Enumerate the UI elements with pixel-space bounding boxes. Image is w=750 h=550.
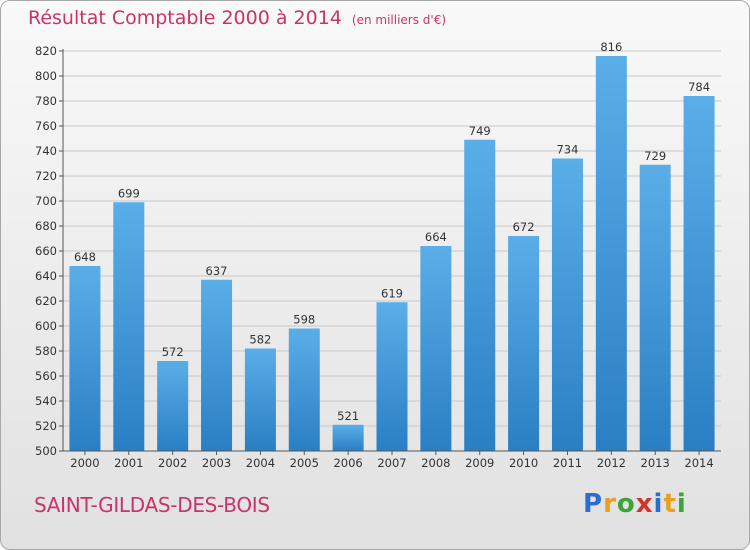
- x-tick-label: 2013: [641, 456, 670, 470]
- x-tick-label: 2008: [421, 456, 450, 470]
- y-tick-label: 740: [35, 144, 57, 158]
- bar: [683, 96, 715, 451]
- bar: [244, 348, 276, 451]
- logo-letter: x: [635, 489, 654, 519]
- chart-subtitle: (en milliers d'€): [351, 13, 447, 27]
- data-label: 664: [425, 230, 447, 244]
- data-label: 749: [469, 124, 491, 138]
- y-tick-label: 580: [35, 344, 57, 358]
- data-label: 648: [74, 250, 96, 264]
- logo-letter: t: [663, 489, 677, 519]
- bar: [551, 158, 583, 451]
- bar: [376, 302, 408, 451]
- data-label: 582: [249, 333, 271, 347]
- data-label: 598: [293, 313, 315, 327]
- logo-letter: i: [653, 489, 664, 519]
- logo-letter: P: [583, 489, 604, 519]
- proxiti-logo: Proxiti: [583, 489, 687, 519]
- data-label: 672: [513, 220, 535, 234]
- bar: [420, 246, 452, 451]
- bar: [113, 202, 145, 451]
- bar: [288, 328, 320, 451]
- x-tick-label: 2000: [70, 456, 99, 470]
- y-tick-label: 820: [35, 44, 57, 58]
- x-tick-label: 2007: [377, 456, 406, 470]
- x-tick-label: 2014: [684, 456, 713, 470]
- data-label: 619: [381, 286, 403, 300]
- y-tick-label: 720: [35, 169, 57, 183]
- bar: [201, 279, 233, 451]
- x-tick-label: 2012: [597, 456, 626, 470]
- y-tick-label: 800: [35, 69, 57, 83]
- logo-letter: o: [616, 489, 636, 519]
- chart-title: Résultat Comptable 2000 à 2014 (en millie…: [28, 7, 446, 29]
- data-label: 734: [556, 143, 578, 157]
- y-tick-label: 620: [35, 294, 57, 308]
- x-tick-label: 2011: [553, 456, 582, 470]
- data-label: 572: [162, 345, 184, 359]
- bar: [332, 424, 364, 451]
- data-label: 699: [118, 186, 140, 200]
- y-tick-label: 760: [35, 119, 57, 133]
- x-tick-label: 2006: [333, 456, 362, 470]
- bar: [157, 361, 189, 451]
- data-label: 637: [206, 264, 228, 278]
- x-tick-label: 2005: [290, 456, 319, 470]
- bar: [69, 266, 101, 451]
- x-tick-label: 2002: [158, 456, 187, 470]
- logo-letter: r: [603, 489, 617, 519]
- x-tick-label: 2003: [202, 456, 231, 470]
- chart-title-text: Résultat Comptable 2000 à 2014: [28, 7, 342, 29]
- y-tick-label: 540: [35, 394, 57, 408]
- y-tick-label: 780: [35, 94, 57, 108]
- y-tick-label: 520: [35, 419, 57, 433]
- y-tick-label: 640: [35, 269, 57, 283]
- commune-name: SAINT-GILDAS-DES-BOIS: [34, 493, 270, 517]
- y-tick-label: 500: [35, 444, 57, 458]
- bar: [595, 56, 627, 451]
- y-tick-label: 660: [35, 244, 57, 258]
- bar: [508, 236, 540, 451]
- x-tick-label: 2004: [246, 456, 275, 470]
- x-tick-label: 2009: [465, 456, 494, 470]
- data-label: 816: [600, 40, 622, 54]
- bar: [639, 164, 671, 451]
- data-label: 729: [644, 149, 666, 163]
- y-tick-label: 560: [35, 369, 57, 383]
- data-label: 784: [688, 80, 710, 94]
- x-tick-label: 2010: [509, 456, 538, 470]
- y-tick-label: 600: [35, 319, 57, 333]
- logo-letter: i: [676, 489, 687, 519]
- x-tick-label: 2001: [114, 456, 143, 470]
- y-tick-label: 700: [35, 194, 57, 208]
- data-label: 521: [337, 409, 359, 423]
- y-tick-label: 680: [35, 219, 57, 233]
- bar: [464, 139, 496, 451]
